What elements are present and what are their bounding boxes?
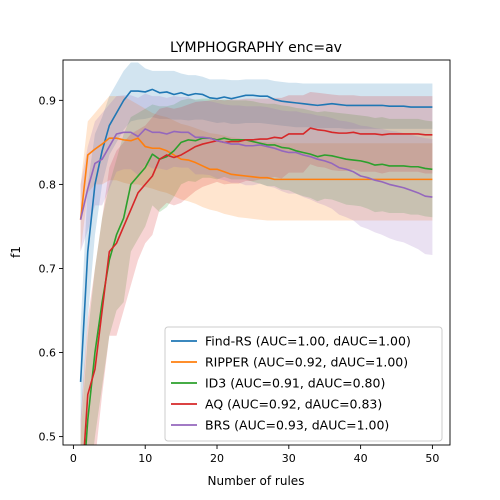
y-tick-label-1: 0.6 xyxy=(39,347,57,360)
x-tick-label-0: 0 xyxy=(70,452,77,465)
x-axis-label: Number of rules xyxy=(208,474,305,488)
series-band-1 xyxy=(80,96,433,252)
x-tick-label-1: 10 xyxy=(138,452,152,465)
legend-label-4: BRS (AUC=0.93, dAUC=1.00) xyxy=(205,418,389,433)
legend-label-3: AQ (AUC=0.92, dAUC=0.83) xyxy=(205,397,382,412)
x-tick-label-5: 50 xyxy=(425,452,439,465)
axes-frame xyxy=(62,59,451,446)
series-line-3 xyxy=(83,127,433,445)
series-line-0 xyxy=(79,88,433,382)
legend-label-0: Find-RS (AUC=1.00, dAUC=1.00) xyxy=(205,334,411,349)
chart-title: LYMPHOGRAPHY enc=av xyxy=(170,40,342,56)
series-line-2 xyxy=(85,137,433,445)
x-tick-label-2: 20 xyxy=(210,452,224,465)
plot-area xyxy=(79,62,433,445)
y-tick-label-3: 0.8 xyxy=(39,178,57,191)
x-tick-label-4: 40 xyxy=(354,452,368,465)
y-axis-label: f1 xyxy=(9,246,23,258)
legend: Find-RS (AUC=1.00, dAUC=1.00) RIPPER (AUC… xyxy=(164,326,443,442)
y-tick-label-0: 0.5 xyxy=(39,431,57,444)
legend-label-2: ID3 (AUC=0.91, dAUC=0.80) xyxy=(205,376,385,391)
y-tick-label-2: 0.7 xyxy=(39,262,57,275)
legend-label-1: RIPPER (AUC=0.92, dAUC=1.00) xyxy=(205,355,408,370)
series-band-0 xyxy=(80,62,433,437)
x-tick-label-3: 30 xyxy=(282,452,296,465)
series-band-3 xyxy=(80,91,433,445)
series-band-2 xyxy=(80,98,433,445)
legend-box xyxy=(164,326,443,442)
y-tick-label-4: 0.9 xyxy=(39,94,57,107)
axes: 0 10 20 30 40 50 0.5 0.6 0.7 0.8 0.9 xyxy=(39,59,451,465)
series-line-4 xyxy=(79,128,433,220)
